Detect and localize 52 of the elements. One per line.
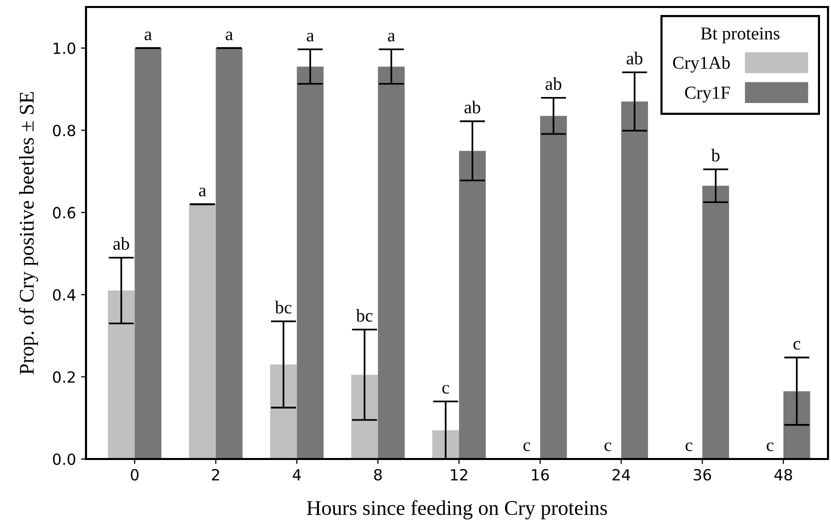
data-label: c (523, 442, 530, 452)
y-tick-label: 0.6 (52, 206, 76, 218)
data-label: ab (464, 100, 480, 114)
data-label: a (144, 32, 152, 40)
legend-label: Cry1F (685, 86, 730, 102)
bar (134, 48, 162, 459)
data-label: a (388, 32, 396, 42)
legend-label: Cry1Ab (673, 56, 730, 73)
bar (108, 290, 135, 459)
x-tick-label: 8 (374, 468, 382, 481)
x-tick-label: 0 (130, 468, 138, 481)
data-label: c (766, 442, 774, 452)
x-tick-label: 16 (532, 468, 549, 481)
y-tick-label: 0.4 (52, 289, 76, 301)
data-label: a (226, 32, 233, 40)
data-label: c (793, 340, 800, 350)
y-tick-label: 0.2 (52, 371, 75, 383)
bar (432, 430, 460, 459)
bar (296, 66, 324, 459)
x-tick-label: 48 (774, 468, 792, 481)
bar (540, 116, 567, 459)
bar (783, 391, 810, 459)
bar (459, 150, 486, 459)
y-tick-label: 0.8 (52, 124, 76, 136)
x-tick-label: 12 (450, 468, 468, 480)
bar (702, 186, 730, 459)
bar (351, 374, 378, 459)
x-tick-label: 24 (612, 468, 630, 480)
y-axis-title: Prop. of Cry positive beetles ± SE (18, 92, 38, 374)
data-label: bc (274, 300, 292, 314)
data-label: bc (356, 309, 373, 322)
y-tick-label: 1.0 (54, 42, 76, 54)
data-label: ab (546, 77, 562, 90)
data-label: ab (626, 52, 642, 64)
legend-title: Bt proteins (700, 27, 780, 44)
x-tick-label: 36 (694, 468, 712, 481)
bar (270, 364, 297, 459)
bar (378, 66, 405, 459)
data-label: a (306, 32, 314, 42)
data-label: a (198, 188, 206, 196)
y-tick-label: 0.0 (52, 453, 76, 466)
bar (216, 48, 243, 459)
data-label: b (711, 148, 720, 162)
data-label: ab (113, 237, 130, 250)
x-tick-label: 4 (292, 469, 301, 480)
bar (621, 102, 648, 459)
data-label: c (604, 442, 612, 452)
bar (188, 204, 216, 459)
data-label: c (442, 384, 450, 394)
data-label: c (686, 442, 692, 452)
x-axis-title: Hours since feeding on Cry proteins (306, 500, 607, 520)
x-tick-label: 2 (212, 468, 220, 480)
